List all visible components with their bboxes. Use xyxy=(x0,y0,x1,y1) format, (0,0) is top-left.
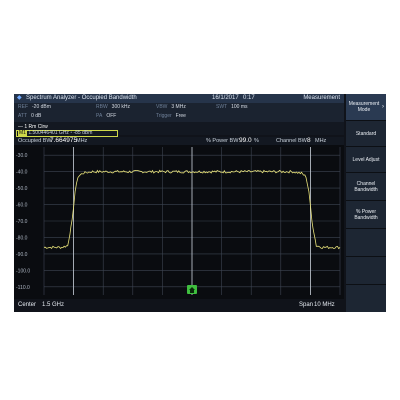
power-bandwidth-label: % Power Bandwidth xyxy=(354,208,378,221)
vbw-param[interactable]: VBW 3 MHz xyxy=(156,104,186,110)
y-tick-label: -50.0 xyxy=(16,186,28,192)
ref-value: -20 dBm xyxy=(32,104,51,110)
title-bar: ◆ Spectrum Analyzer - Occupied Bandwidth… xyxy=(14,94,344,103)
preamp-param[interactable]: PA OFF xyxy=(96,113,116,119)
marker-tag: M1 xyxy=(18,130,27,136)
y-tick-label: -70.0 xyxy=(16,219,28,225)
y-tick-label: -30.0 xyxy=(16,153,28,159)
att-label: ATT xyxy=(18,113,28,119)
empty-softkey-7[interactable] xyxy=(346,257,386,285)
occupied-bw-unit: MHz xyxy=(76,138,88,144)
channel-bw-unit: MHz xyxy=(315,138,327,144)
trigger-label: Trigger xyxy=(156,113,172,119)
att-value: 0 dB xyxy=(31,113,42,119)
obw-results-bar: Occupied BW 7.664975 MHz % Power BW 99.0… xyxy=(14,137,344,145)
rbw-param[interactable]: RBW 300 kHz xyxy=(96,104,130,110)
softkey-panel: Measurement Mode › Standard Level Adjust… xyxy=(346,94,386,312)
level-adjust-button[interactable]: Level Adjust xyxy=(346,147,386,173)
power-bw-unit: % xyxy=(254,138,259,144)
date-readout: 16/1/2017 xyxy=(212,95,239,101)
y-tick-label: -110.0 xyxy=(16,285,30,291)
swt-label: SWT xyxy=(216,104,228,110)
chevron-right-icon: › xyxy=(382,104,384,110)
standard-button[interactable]: Standard xyxy=(346,121,386,147)
marker-level: -85 dBm xyxy=(73,130,93,136)
level-adjust-label: Level Adjust xyxy=(352,156,380,163)
spectrum-chart: -30.0 -40.0 -50.0 -60.0 -70.0 -80.0 -90.0 -100.… xyxy=(16,147,341,295)
marker-freq: 1.500446401 GHz xyxy=(28,130,69,136)
swt-value: 100 ms xyxy=(231,104,248,110)
trace-bar: — 1 Rm Clrw xyxy=(14,122,344,135)
channel-bandwidth-button[interactable]: Channel Bandwidth xyxy=(346,173,386,201)
trigger-value: Free xyxy=(175,113,186,119)
channel-bw-label: Channel BW xyxy=(276,138,307,144)
y-tick-label: -80.0 xyxy=(16,235,28,241)
channel-bandwidth-label: Channel Bandwidth xyxy=(354,180,378,193)
marker-readout[interactable]: M1 1.500446401 GHz • -85 dBm xyxy=(16,130,118,137)
vbw-label: VBW xyxy=(156,104,168,110)
pa-label: PA xyxy=(96,113,103,119)
time-readout: 0:17 xyxy=(243,95,255,101)
attenuation-param[interactable]: ATT 0 dB xyxy=(18,113,41,119)
panel-title: Measurement xyxy=(303,95,340,101)
center-label: Center xyxy=(18,302,37,308)
ref-label: REF xyxy=(18,104,28,110)
app-title: Spectrum Analyzer - Occupied Bandwidth xyxy=(26,95,137,101)
standard-label: Standard xyxy=(355,130,377,137)
instrument-logo-icon: ◆ xyxy=(17,95,22,101)
empty-softkey-8[interactable] xyxy=(346,285,386,312)
empty-softkey-6[interactable] xyxy=(346,229,386,257)
trace-label[interactable]: — 1 Rm Clrw xyxy=(18,124,48,130)
occupied-bw-label: Occupied BW xyxy=(18,138,52,144)
power-bw-value: 99.0 xyxy=(239,137,252,144)
pa-value: OFF xyxy=(106,113,117,119)
vbw-value: 3 MHz xyxy=(171,104,186,110)
spectrum-plot[interactable]: -30.0 -40.0 -50.0 -60.0 -70.0 -80.0 -90.0 -100.… xyxy=(14,145,344,299)
power-bw-label: % Power BW xyxy=(206,138,239,144)
channel-bw-value: 8 xyxy=(307,137,311,144)
marker-separator: • xyxy=(70,130,73,136)
span-value[interactable]: 10 MHz xyxy=(314,302,335,308)
occupied-bw-value: 7.664975 xyxy=(50,137,78,144)
rbw-label: RBW xyxy=(96,104,108,110)
y-tick-label: -90.0 xyxy=(16,252,28,258)
frequency-bar: Center 1.5 GHz Span 10 MHz xyxy=(14,299,344,312)
y-tick-label: -40.0 xyxy=(16,170,28,176)
span-label: Span xyxy=(299,302,314,308)
measurement-mode-label: Measurement Mode xyxy=(348,101,380,113)
home-icon xyxy=(189,287,195,293)
spectrum-trace xyxy=(43,169,341,250)
center-value[interactable]: 1.5 GHz xyxy=(42,302,65,308)
power-bandwidth-button[interactable]: % Power Bandwidth xyxy=(346,201,386,229)
sweep-time-param[interactable]: SWT 100 ms xyxy=(216,104,248,110)
rbw-value: 300 kHz xyxy=(111,104,131,110)
measurement-mode-button[interactable]: Measurement Mode › xyxy=(346,94,386,121)
ref-level-param[interactable]: REF -20 dBm xyxy=(18,104,51,110)
y-tick-label: -100.0 xyxy=(16,268,30,274)
trigger-param[interactable]: Trigger Free xyxy=(156,113,186,119)
y-tick-label: -60.0 xyxy=(16,203,28,209)
analyzer-screen: ◆ Spectrum Analyzer - Occupied Bandwidth… xyxy=(14,94,386,312)
parameter-bar: REF -20 dBm ATT 0 dB RBW 300 kHz PA OFF VBW 3… xyxy=(14,103,344,122)
